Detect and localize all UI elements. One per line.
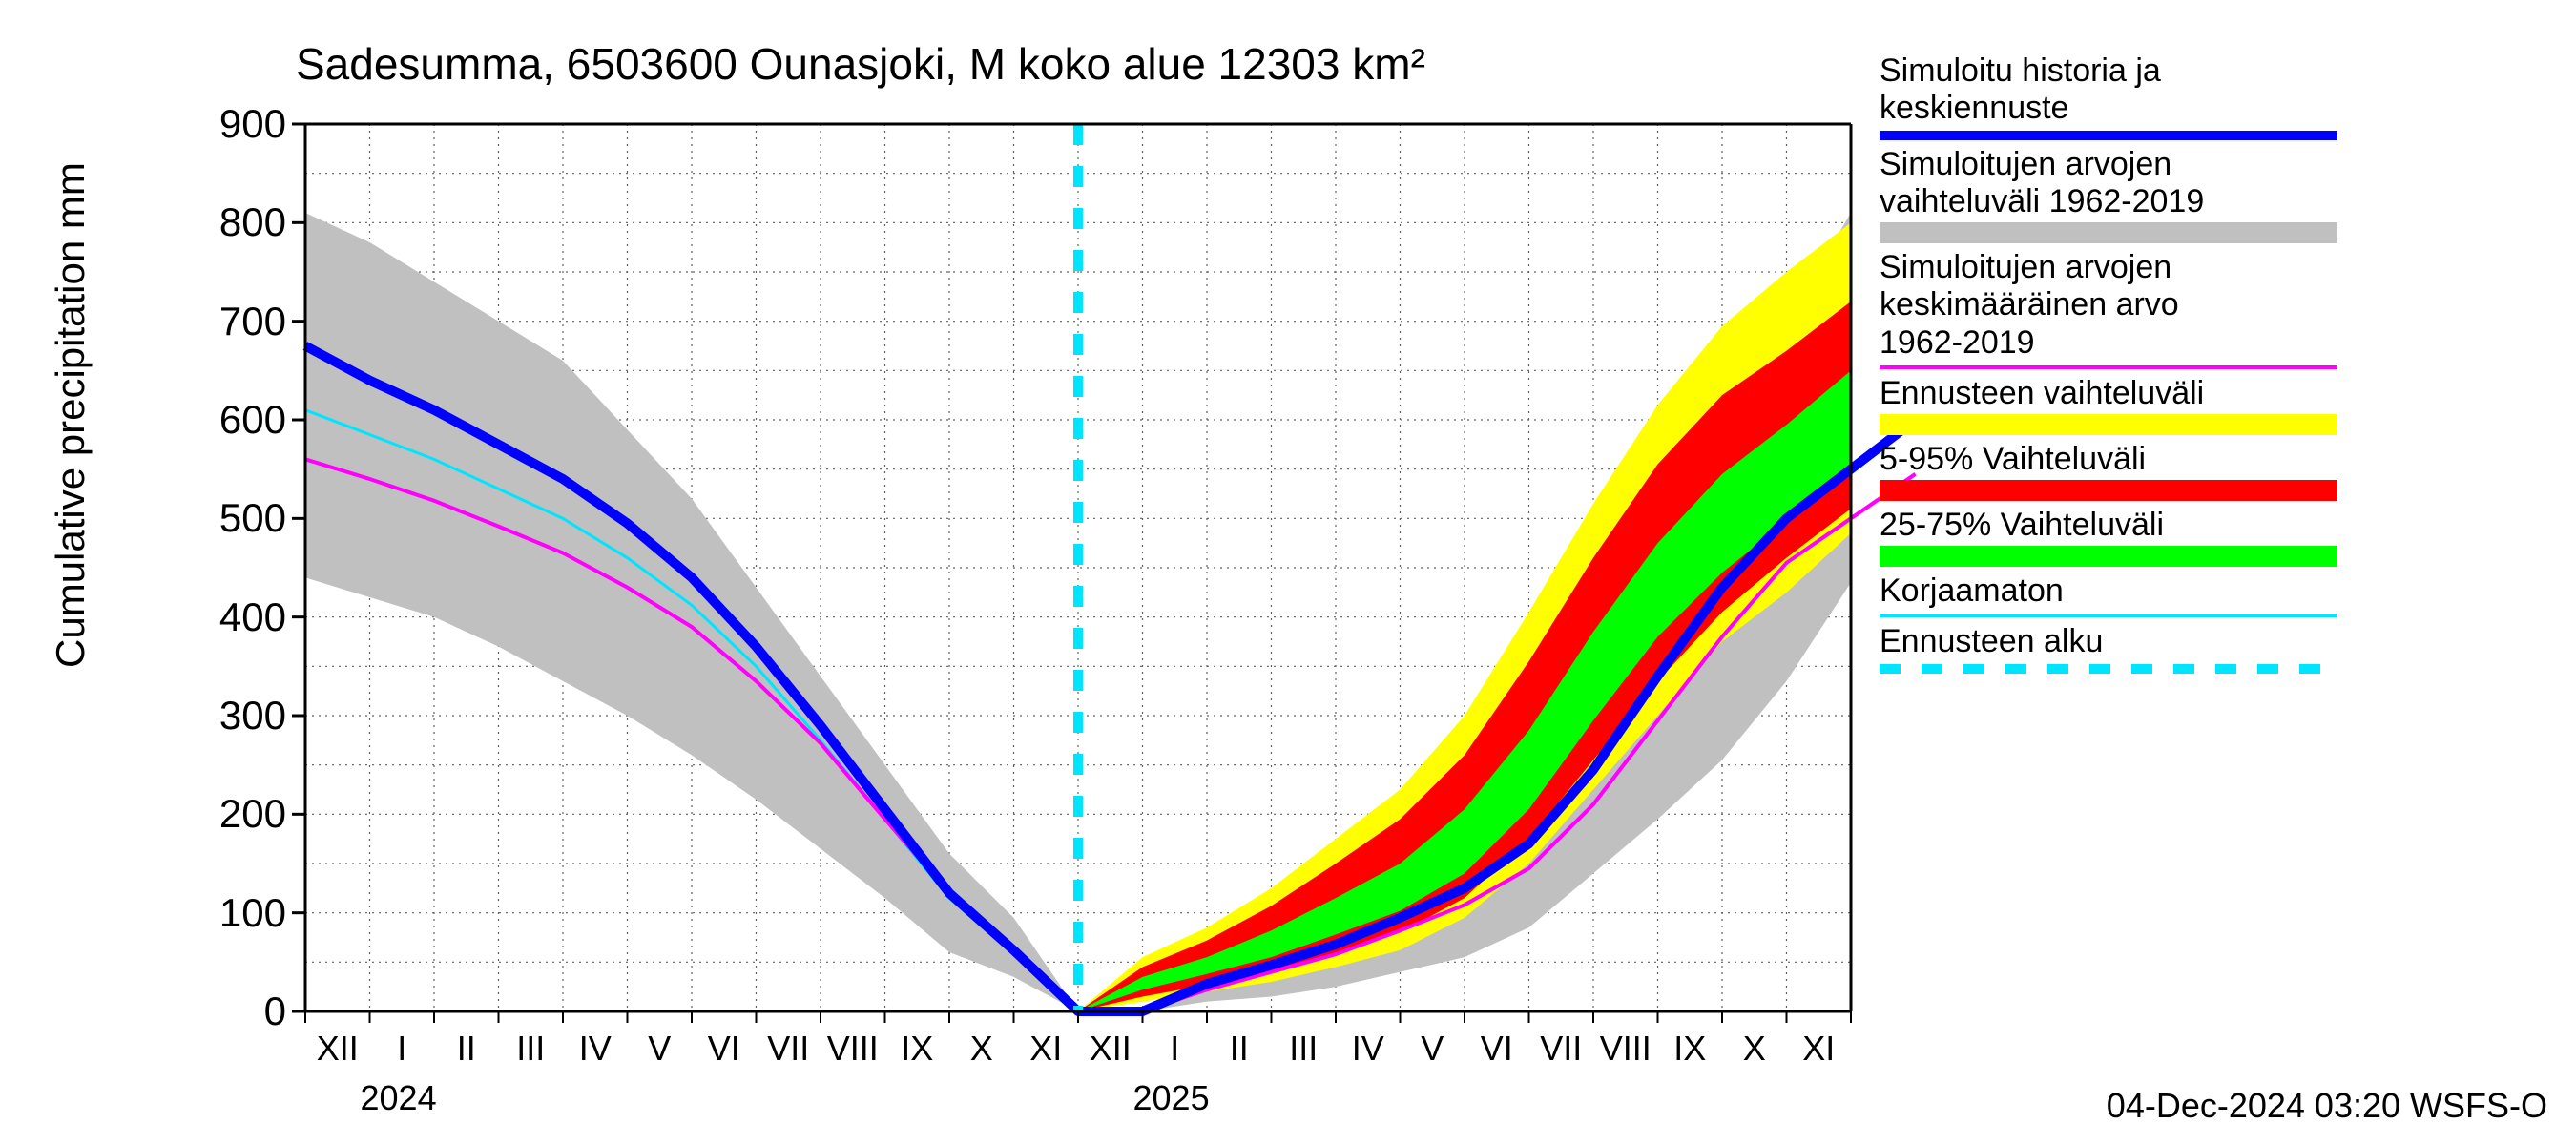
legend-entry: Ennusteen alku	[1880, 623, 2547, 674]
legend-entry: Ennusteen vaihteluväli	[1880, 375, 2547, 435]
legend-label: 5-95% Vaihteluväli	[1880, 441, 2547, 478]
legend-swatch	[1880, 546, 2337, 567]
x-tick-label: VIII	[1600, 1029, 1652, 1069]
x-tick-label: I	[1170, 1029, 1179, 1069]
x-tick-label: IV	[579, 1029, 612, 1069]
x-tick-label: V	[648, 1029, 671, 1069]
x-tick-label: X	[970, 1029, 993, 1069]
y-tick-label: 300	[172, 693, 286, 739]
x-tick-label: VI	[1481, 1029, 1513, 1069]
x-tick-label: XI	[1802, 1029, 1835, 1069]
x-tick-label: IX	[901, 1029, 933, 1069]
year-label-left: 2024	[361, 1078, 437, 1118]
y-tick-label: 800	[172, 199, 286, 245]
y-tick-label: 700	[172, 299, 286, 344]
x-tick-label: III	[516, 1029, 545, 1069]
x-tick-label: II	[1230, 1029, 1249, 1069]
legend-label: Simuloitujen arvojen vaihteluväli 1962-2…	[1880, 146, 2547, 220]
x-tick-label: XII	[317, 1029, 359, 1069]
legend-entry: Simuloitu historia ja keskiennuste	[1880, 52, 2547, 140]
legend-swatch	[1880, 365, 2337, 369]
x-tick-label: XII	[1090, 1029, 1132, 1069]
y-tick-label: 600	[172, 397, 286, 443]
y-tick-label: 200	[172, 791, 286, 837]
legend-entry: Simuloitujen arvojen vaihteluväli 1962-2…	[1880, 146, 2547, 243]
legend-label: Simuloitu historia ja keskiennuste	[1880, 52, 2547, 127]
x-tick-label: VII	[767, 1029, 809, 1069]
y-tick-label: 100	[172, 890, 286, 936]
x-tick-label: I	[397, 1029, 406, 1069]
x-tick-label: X	[1743, 1029, 1766, 1069]
legend-entry: 25-75% Vaihteluväli	[1880, 507, 2547, 567]
y-tick-label: 0	[172, 989, 286, 1034]
legend-entry: Korjaamaton	[1880, 572, 2547, 617]
legend-label: Ennusteen vaihteluväli	[1880, 375, 2547, 412]
y-tick-label: 500	[172, 495, 286, 541]
x-tick-label: V	[1421, 1029, 1444, 1069]
legend-entry: 5-95% Vaihteluväli	[1880, 441, 2547, 501]
legend: Simuloitu historia ja keskiennuste Simulo…	[1880, 52, 2547, 679]
legend-swatch	[1880, 414, 2337, 435]
x-tick-label: II	[457, 1029, 476, 1069]
legend-swatch	[1880, 480, 2337, 501]
chart-container: Sadesumma, 6503600 Ounasjoki, M koko alu…	[0, 0, 2576, 1145]
legend-entry: Simuloitujen arvojen keskimääräinen arvo…	[1880, 249, 2547, 368]
legend-swatch	[1880, 614, 2337, 617]
x-tick-label: III	[1289, 1029, 1318, 1069]
chart-title: Sadesumma, 6503600 Ounasjoki, M koko alu…	[296, 38, 1425, 90]
chart-footer: 04-Dec-2024 03:20 WSFS-O	[2107, 1086, 2547, 1126]
y-axis-label: Cumulative precipitation mm	[48, 162, 93, 668]
y-tick-label: 400	[172, 594, 286, 640]
x-tick-label: VII	[1540, 1029, 1582, 1069]
legend-label: Ennusteen alku	[1880, 623, 2547, 660]
legend-label: 25-75% Vaihteluväli	[1880, 507, 2547, 544]
x-tick-label: VIII	[827, 1029, 879, 1069]
legend-swatch	[1880, 222, 2337, 243]
x-tick-label: IV	[1352, 1029, 1384, 1069]
x-tick-label: VI	[708, 1029, 740, 1069]
legend-label: Korjaamaton	[1880, 572, 2547, 610]
legend-swatch	[1880, 664, 2337, 674]
y-tick-label: 900	[172, 101, 286, 147]
x-tick-label: XI	[1029, 1029, 1062, 1069]
year-label-right: 2025	[1133, 1078, 1210, 1118]
legend-label: Simuloitujen arvojen keskimääräinen arvo…	[1880, 249, 2547, 361]
legend-swatch	[1880, 131, 2337, 140]
x-tick-label: IX	[1673, 1029, 1706, 1069]
